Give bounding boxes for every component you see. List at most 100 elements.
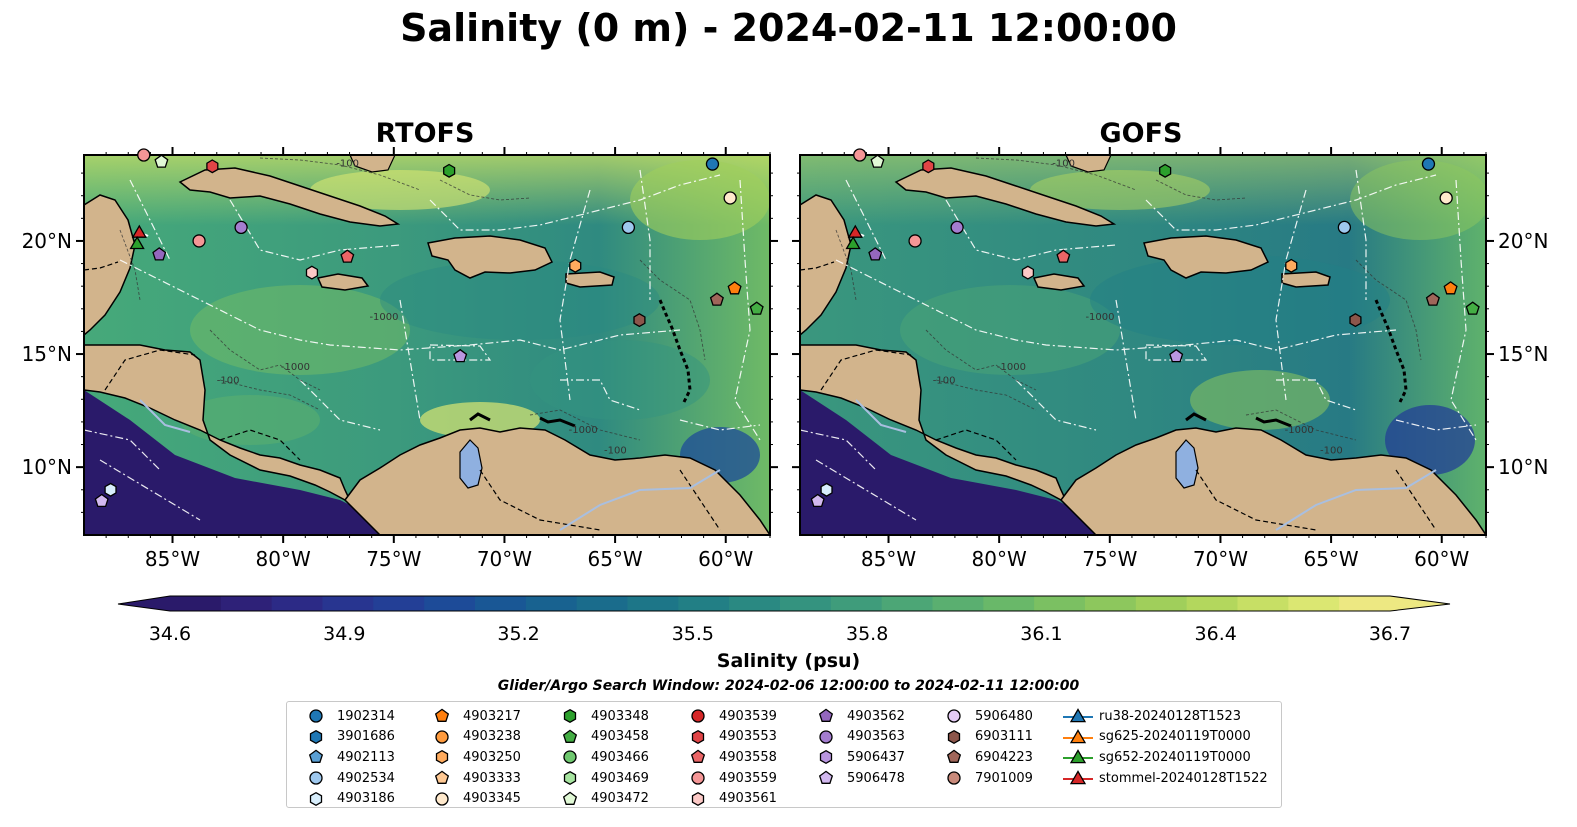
colorbar-cell xyxy=(1186,596,1239,611)
colorbar-cell xyxy=(678,596,730,611)
map-marker xyxy=(810,493,825,508)
legend-marker-icon xyxy=(563,771,577,786)
legend-marker-icon xyxy=(947,771,961,785)
colorbar-cell xyxy=(881,596,934,611)
legend-marker xyxy=(435,730,449,744)
contour-label: -1000 xyxy=(369,312,398,323)
map-marker xyxy=(1021,265,1035,280)
contour-label: -100 xyxy=(604,446,627,457)
colorbar-cell xyxy=(525,596,578,611)
colorbar-tick-label: 35.5 xyxy=(671,623,714,645)
contour-label: -100 xyxy=(1320,446,1343,457)
map-marker xyxy=(129,235,145,250)
lon-tick-label: 75°W xyxy=(366,547,421,571)
legend-marker xyxy=(947,709,961,723)
map-marker xyxy=(234,220,248,235)
map-marker xyxy=(922,159,935,174)
colorbar-tick-label: 36.7 xyxy=(1368,623,1412,645)
legend-marker xyxy=(1069,749,1087,764)
figure-title: Salinity (0 m) - 2024-02-11 12:00:00 xyxy=(400,6,1177,50)
map-marker xyxy=(1159,163,1172,178)
legend-marker xyxy=(309,771,323,785)
legend-label: 1902314 xyxy=(337,708,395,724)
lon-tick-label: 65°W xyxy=(587,547,642,571)
legend-marker xyxy=(819,750,833,765)
legend-marker-icon xyxy=(818,708,834,723)
legend-marker-icon xyxy=(947,729,961,744)
legend-entry: 4903458 xyxy=(553,727,649,748)
colorbar-cell xyxy=(627,596,679,611)
colorbar-cell xyxy=(576,596,629,611)
legend-marker xyxy=(309,709,323,723)
map-marker xyxy=(1337,220,1352,235)
legend-label: 4903348 xyxy=(591,708,649,724)
legend-label: 4903466 xyxy=(591,749,649,765)
legend-marker xyxy=(563,750,577,765)
legend-label: 4903458 xyxy=(591,729,649,745)
legend-entry: 5906480 xyxy=(937,706,1033,727)
legend-marker xyxy=(563,709,577,724)
map-marker xyxy=(1169,348,1184,363)
colorbar-tick-label: 34.9 xyxy=(323,623,366,645)
colorbar-cell xyxy=(1288,596,1340,611)
legend-entry: 4903348 xyxy=(553,706,649,727)
legend-entry: 4903553 xyxy=(681,727,777,748)
latitude-labels: 20°N 15°N 10°N 20°N 15°N 10°N xyxy=(22,229,1549,479)
legend-marker xyxy=(691,771,705,785)
legend-marker-icon xyxy=(1063,770,1093,785)
legend-entry: 4903558 xyxy=(681,747,777,768)
legend-marker-icon xyxy=(309,791,323,806)
contour-label: -1000 xyxy=(281,362,310,373)
map-marker xyxy=(1425,292,1440,306)
legend-label: 4903469 xyxy=(591,770,649,786)
search-window-text: Glider/Argo Search Window: 2024-02-06 12… xyxy=(497,678,1080,694)
legend-marker xyxy=(563,771,577,786)
legend-entry: ru38-20240128T1523 xyxy=(1061,706,1268,727)
lat-tick-label: 10°N xyxy=(22,455,72,479)
legend-marker-icon xyxy=(563,750,577,765)
colorbar-cell xyxy=(373,596,425,611)
colorbar-cell xyxy=(1034,596,1086,611)
legend-entry: 4903250 xyxy=(425,747,521,768)
colorbar-cell xyxy=(1339,596,1391,611)
colorbar-cell xyxy=(729,596,781,611)
legend-label: 7901009 xyxy=(975,770,1033,786)
legend-marker xyxy=(562,791,578,805)
colorbar-cell xyxy=(424,596,476,611)
legend-label: 5906437 xyxy=(847,749,905,765)
legend-entry: 4903562 xyxy=(809,706,905,727)
contour-labels: -100 -1000 -100 -1000 -1000 -100 -100 -1000 -100… xyxy=(217,158,1343,456)
map-marker xyxy=(870,154,885,168)
legend-label: stommel-20240128T1522 xyxy=(1099,770,1268,786)
rtofs-map xyxy=(84,155,770,535)
contour-label: -100 xyxy=(336,158,359,169)
legend-marker xyxy=(1069,770,1087,785)
contour-label: -1000 xyxy=(569,425,598,436)
legend-marker xyxy=(818,708,834,723)
map-marker xyxy=(443,163,456,178)
lat-tick-label: 15°N xyxy=(22,342,72,366)
legend-marker-icon xyxy=(819,750,833,765)
legend-marker-icon xyxy=(309,729,323,744)
legend-entry: 4903217 xyxy=(425,706,521,727)
legend-entry: 4903539 xyxy=(681,706,777,727)
float-markers xyxy=(94,148,1480,508)
legend-label: 4903186 xyxy=(337,791,395,807)
colorbar-cell xyxy=(1237,596,1289,611)
lat-tick-label: 10°N xyxy=(1498,455,1548,479)
map-marker xyxy=(1439,191,1453,205)
legend-marker-icon xyxy=(1063,708,1093,723)
legend-entry: 4903345 xyxy=(425,788,521,809)
map-marker xyxy=(340,249,355,263)
legend-label: 4903250 xyxy=(463,749,521,765)
legend-marker xyxy=(309,729,323,744)
lon-tick-label: 85°W xyxy=(861,547,916,571)
colorbar-cell xyxy=(1135,596,1188,611)
legend-label: 4903561 xyxy=(719,791,777,807)
legend-marker-icon xyxy=(690,750,706,764)
map-marker xyxy=(1349,313,1362,328)
map-marker xyxy=(137,148,151,162)
legend-label: 4902534 xyxy=(337,770,395,786)
colorbar-cell xyxy=(220,596,273,611)
legend-marker xyxy=(819,730,833,744)
